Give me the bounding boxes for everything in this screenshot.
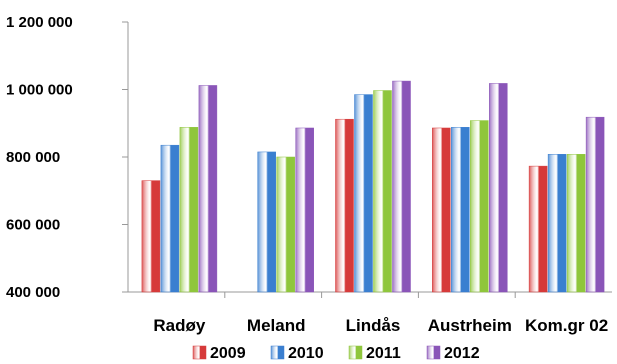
bar-2009-2 [335, 118, 354, 293]
bar-2011-2 [373, 90, 392, 293]
bar-2012-1 [295, 127, 314, 293]
legend-label-2009: 2009 [210, 345, 246, 362]
bar-2012-4 [585, 116, 605, 293]
bar-2010-4 [547, 154, 567, 293]
y-tick-label: 600 000 [6, 217, 60, 234]
legend-label-2012: 2012 [444, 345, 480, 362]
bar-2010-0 [160, 144, 180, 293]
bar-2010-1 [257, 151, 276, 293]
bar-2010-2 [354, 94, 373, 293]
x-tick-label: Austrheim [428, 316, 512, 335]
category-labels: Radøy Meland Lindås Austrheim Kom.gr 02 [153, 292, 608, 335]
legend-swatch-2009 [192, 345, 207, 360]
legend-swatch-2010 [270, 345, 285, 360]
x-tick-label: Meland [247, 316, 306, 335]
y-tick-label: 800 000 [6, 149, 60, 166]
bar-2011-1 [276, 156, 295, 293]
bars [141, 80, 605, 293]
bar-2009-4 [528, 165, 548, 293]
bar-2010-3 [451, 127, 470, 293]
legend-label-2010: 2010 [288, 345, 324, 362]
bar-2009-0 [141, 180, 161, 293]
bar-2011-3 [470, 120, 489, 293]
y-axis-ticks: 400 000 600 000 800 000 1 000 000 1 200 000 [6, 14, 128, 301]
bar-2012-3 [489, 83, 508, 293]
x-tick-label: Radøy [153, 316, 206, 335]
x-tick-label: Kom.gr 02 [525, 316, 608, 335]
bar-2011-4 [566, 154, 586, 293]
y-tick-label: 1 200 000 [6, 14, 73, 31]
legend-swatch-2011 [348, 345, 363, 360]
legend-swatch-2012 [426, 345, 441, 360]
legend-label-2011: 2011 [366, 345, 401, 362]
x-tick-label: Lindås [346, 316, 401, 335]
bar-2012-0 [198, 85, 218, 293]
bar-2009-3 [432, 127, 451, 293]
y-tick-label: 1 000 000 [6, 82, 73, 99]
y-tick-label: 400 000 [6, 284, 60, 301]
legend[interactable]: 2009 2010 2011 2012 [192, 345, 480, 362]
bar-2011-0 [179, 127, 199, 293]
bar-2012-2 [392, 80, 411, 293]
